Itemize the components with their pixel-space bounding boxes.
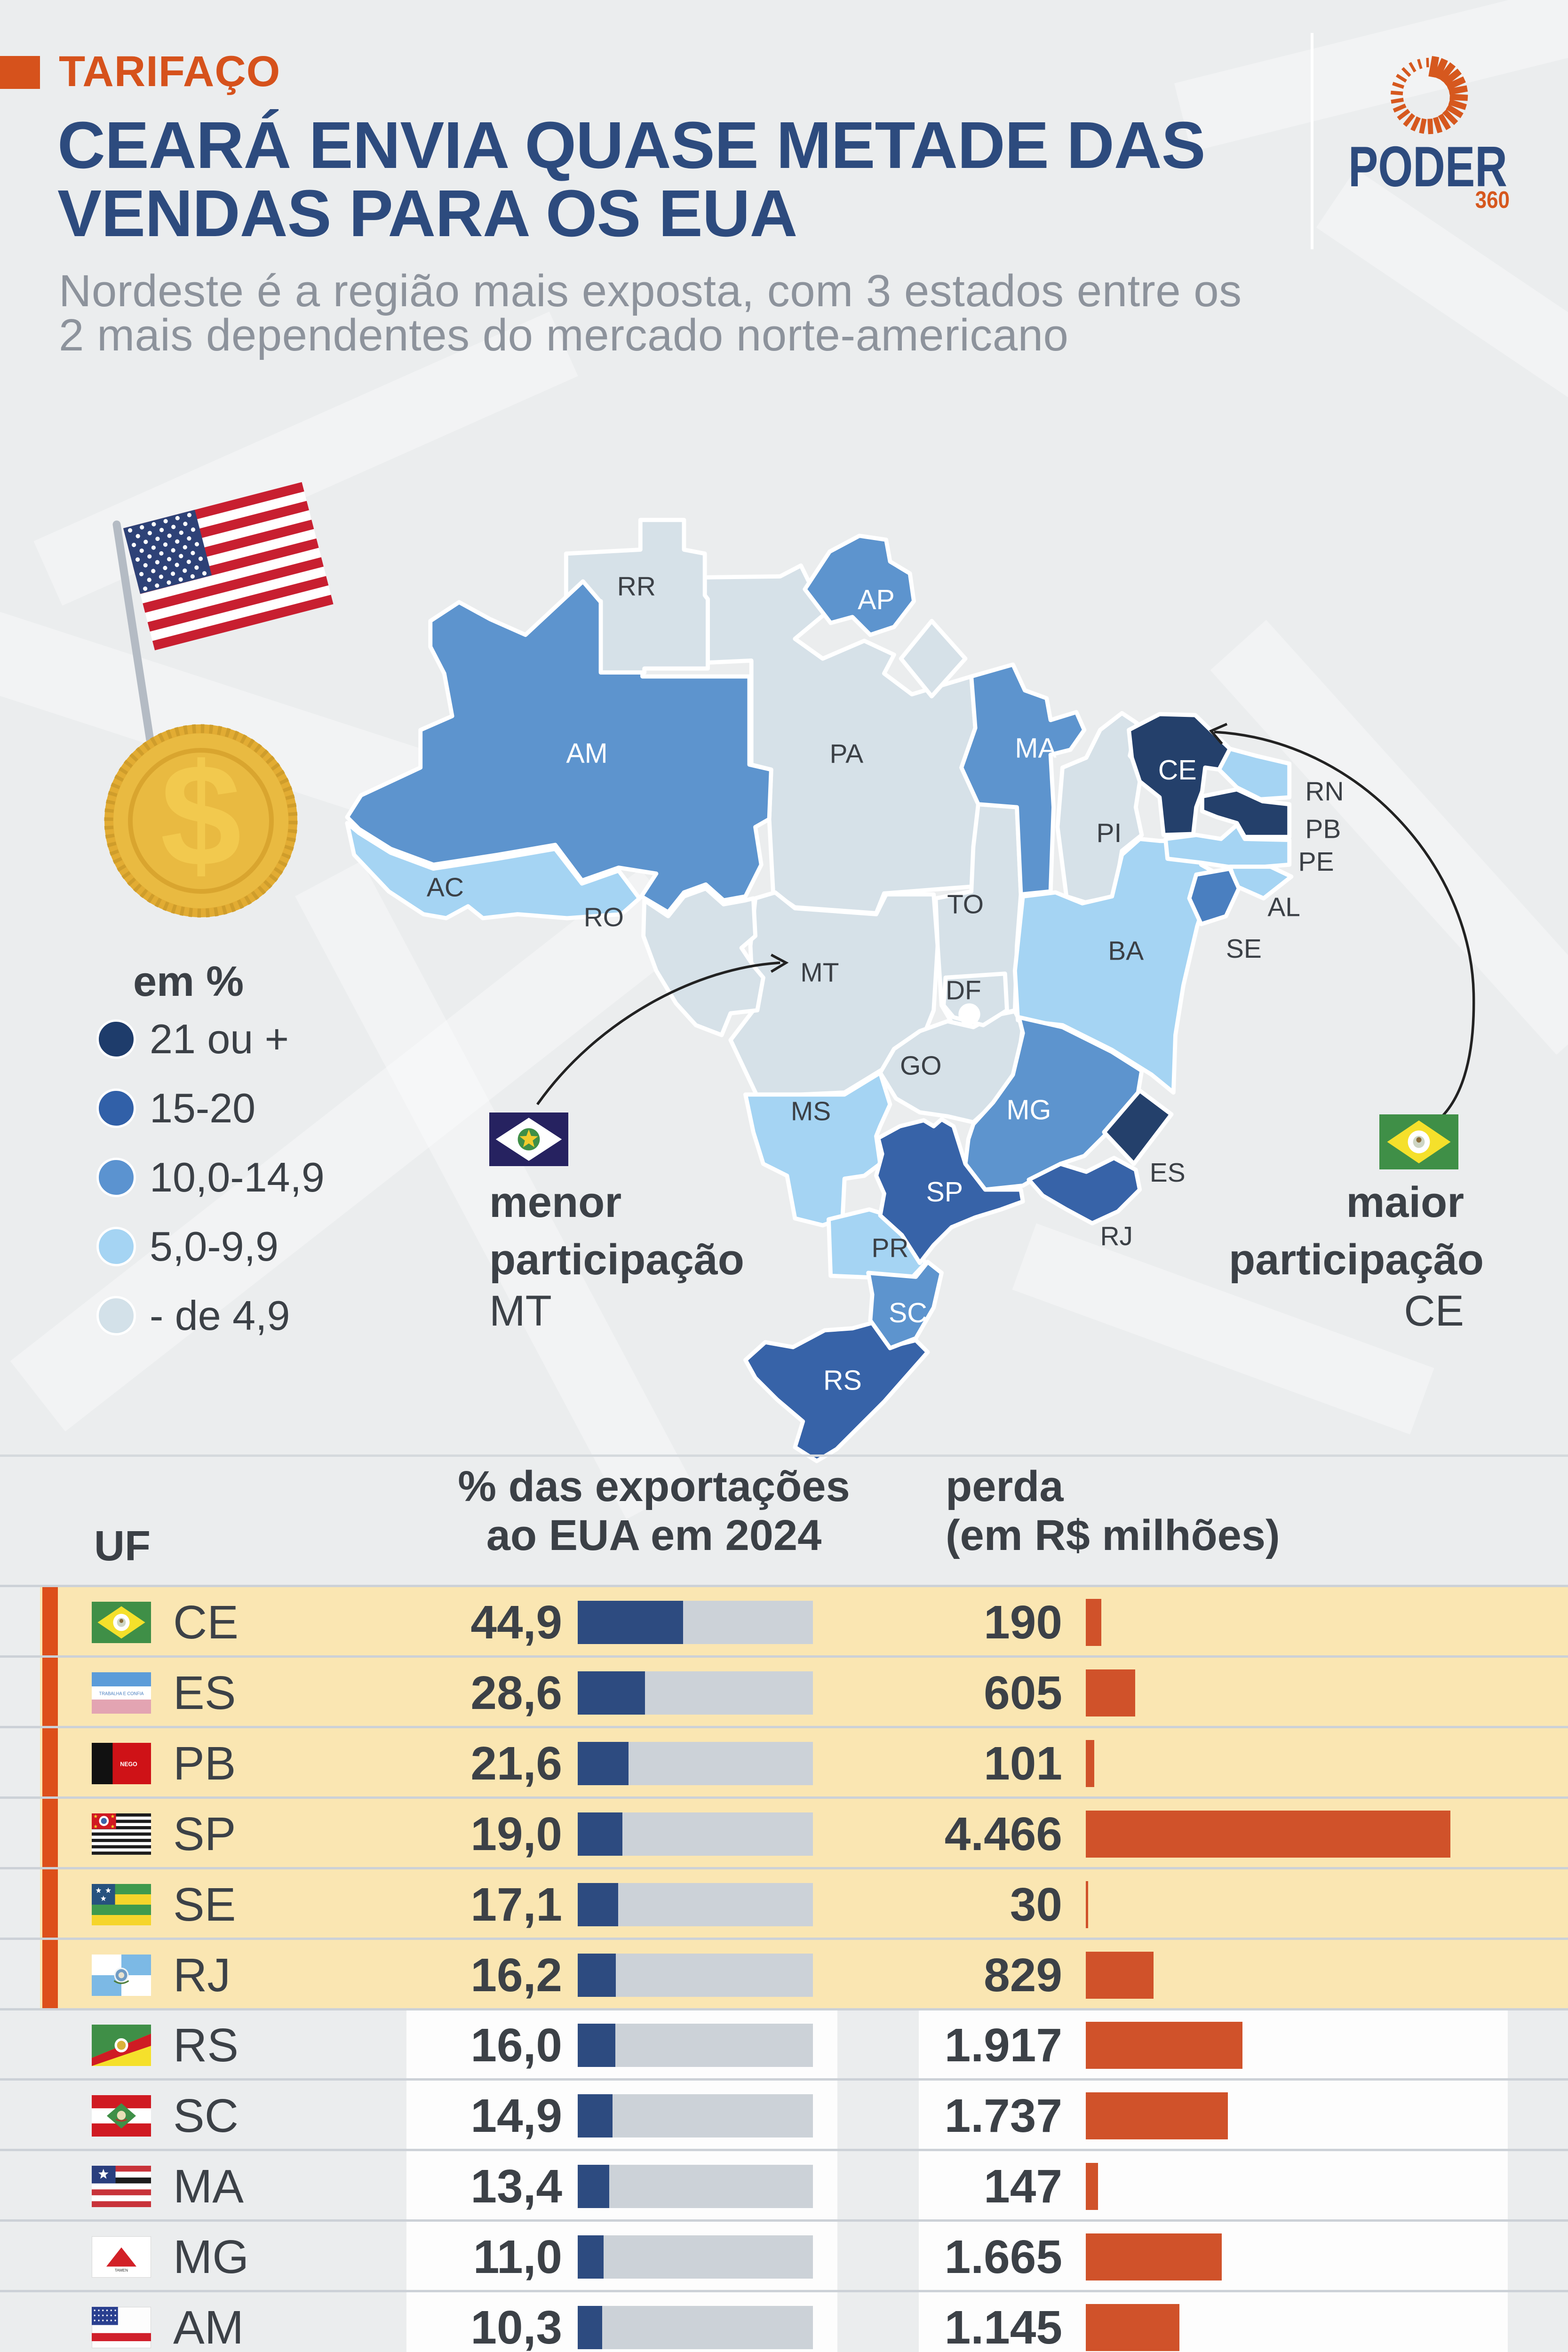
svg-text:TO: TO <box>947 890 984 919</box>
svg-text:SP: SP <box>926 1177 963 1208</box>
svg-text:RJ: RJ <box>1100 1222 1133 1251</box>
svg-text:RS: RS <box>823 1365 862 1396</box>
svg-text:PE: PE <box>1298 847 1334 877</box>
svg-text:MS: MS <box>791 1097 831 1127</box>
svg-text:SC: SC <box>889 1298 927 1328</box>
svg-text:RN: RN <box>1305 777 1344 806</box>
svg-text:AP: AP <box>858 585 895 615</box>
svg-text:SE: SE <box>1226 934 1262 964</box>
svg-text:MG: MG <box>1006 1095 1051 1125</box>
svg-text:PI: PI <box>1097 818 1122 848</box>
svg-text:CE: CE <box>1158 755 1197 786</box>
svg-text:$: $ <box>160 733 241 897</box>
svg-text:RR: RR <box>617 572 656 601</box>
svg-text:PA: PA <box>830 739 864 769</box>
svg-text:MT: MT <box>800 958 839 988</box>
svg-text:PR: PR <box>871 1233 908 1263</box>
svg-text:BA: BA <box>1108 936 1144 966</box>
svg-text:GO: GO <box>900 1051 941 1081</box>
svg-text:NEGO: NEGO <box>120 1761 137 1767</box>
svg-text:AL: AL <box>1267 893 1300 922</box>
svg-text:AC: AC <box>427 873 464 903</box>
svg-text:MA: MA <box>1015 733 1057 764</box>
svg-text:PB: PB <box>1305 814 1341 844</box>
svg-text:ES: ES <box>1150 1158 1186 1188</box>
svg-text:TRABALHA E CONFIA: TRABALHA E CONFIA <box>99 1691 144 1696</box>
svg-text:TAMEN: TAMEN <box>115 2268 128 2273</box>
svg-text:DF: DF <box>946 976 981 1006</box>
svg-text:RO: RO <box>584 903 624 932</box>
svg-text:PODER: PODER <box>1348 135 1507 199</box>
svg-text:AM: AM <box>566 738 607 769</box>
svg-text:360: 360 <box>1475 187 1510 214</box>
